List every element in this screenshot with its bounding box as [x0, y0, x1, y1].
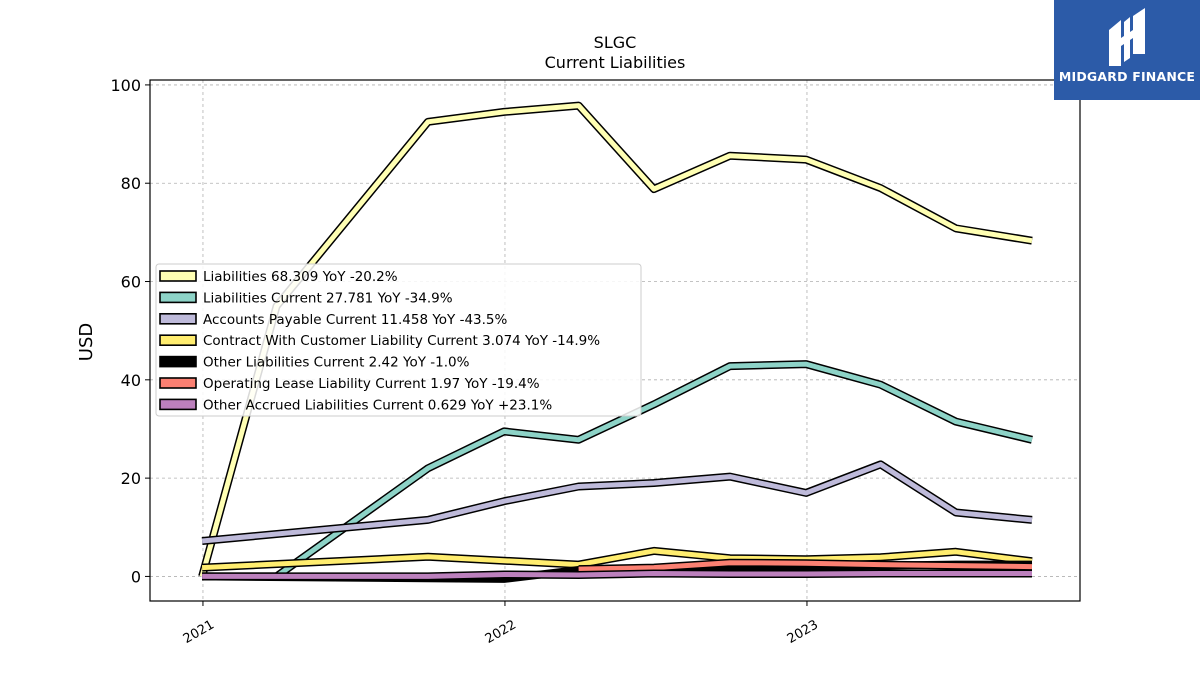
legend-entry: Liabilities Current 27.781 YoY -34.9%: [203, 290, 453, 306]
series-line-other-accrued-liabilities-current: [202, 571, 1032, 579]
legend: Liabilities 68.309 YoY -20.2% Liabilities…: [155, 263, 642, 417]
chart-title: SLGC: [594, 33, 637, 52]
series-line-contract-with-customer-liability-current: [201, 548, 1033, 571]
legend-swatch: [159, 377, 197, 389]
legend-swatch: [159, 270, 197, 282]
legend-box: [155, 263, 642, 417]
x-tick-label: 2023: [785, 617, 821, 647]
y-tick-label: 0: [131, 567, 141, 586]
legend-entry: Liabilities 68.309 YoY -20.2%: [203, 269, 398, 285]
y-tick-label: 40: [121, 371, 141, 390]
logo-text: MIDGARD FINANCE: [1058, 69, 1196, 84]
legend-swatch: [159, 334, 197, 347]
midgard-logo-icon: [1109, 8, 1145, 66]
legend-entry: Accounts Payable Current 11.458 YoY -43.…: [203, 312, 508, 328]
legend-entry: Operating Lease Liability Current 1.97 Y…: [203, 376, 540, 392]
series-lines: [198, 101, 1033, 583]
plot-frame: [149, 79, 1081, 602]
series-line-accounts-payable-current: [201, 461, 1033, 544]
legend-swatch: [159, 398, 197, 411]
legend-entry: Other Accrued Liabilities Current 0.629 …: [203, 397, 552, 413]
y-tick-label: 100: [110, 76, 141, 95]
y-axis: 0 20 40 60 80 100: [110, 76, 150, 586]
x-tick-label: 2021: [181, 617, 217, 647]
series-line-liabilities-current: [202, 361, 1033, 579]
series-line-liabilities: [199, 103, 1033, 578]
series-line-operating-lease-liability-current: [578, 560, 1033, 572]
legend-swatch: [159, 291, 197, 304]
midgard-finance-logo: MIDGARD FINANCE: [1054, 0, 1200, 100]
y-axis-label: USD: [76, 323, 97, 361]
legend-entry: Contract With Customer Liability Current…: [203, 333, 600, 349]
chart-subtitle: Current Liabilities: [545, 53, 686, 72]
legend-swatch: [159, 312, 197, 325]
y-tick-label: 20: [121, 469, 141, 488]
y-tick-label: 60: [121, 273, 141, 292]
legend-entry: Other Liabilities Current 2.42 YoY -1.0%: [203, 355, 470, 371]
y-tick-label: 80: [121, 174, 141, 193]
legend-swatch: [159, 355, 197, 368]
x-tick-label: 2022: [483, 617, 519, 647]
x-axis: 2021 2022 2023: [181, 601, 821, 647]
